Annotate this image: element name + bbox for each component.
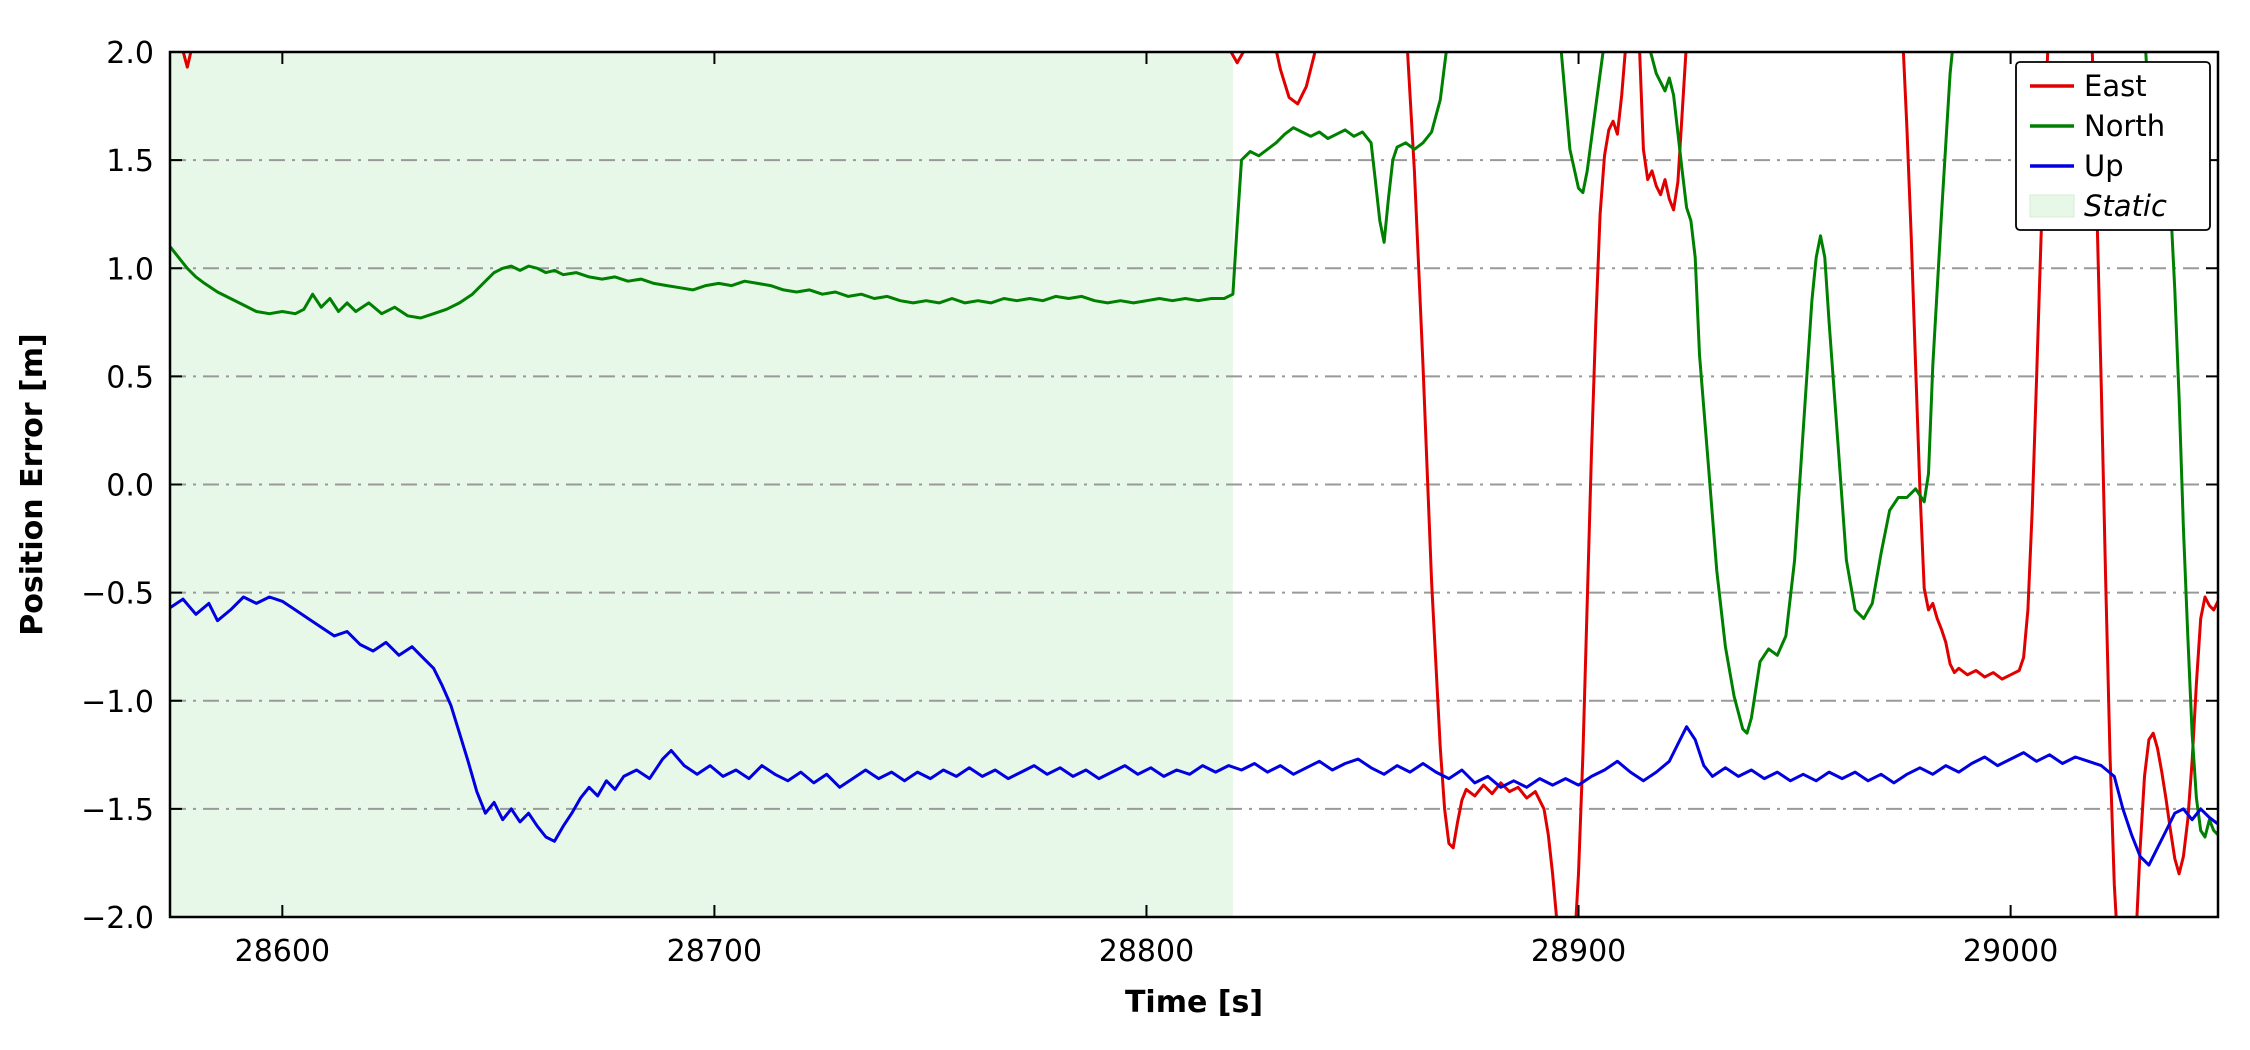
legend-label-static: Static [2084,189,2167,223]
legend-box [2015,61,2211,231]
legend-label-east: East [2084,69,2147,103]
series-east-line [181,52,2218,917]
x-tick-label: 28700 [667,934,762,969]
y-tick-label: 0.5 [106,360,154,395]
series-up-line [170,595,2218,867]
x-tick-label: 29000 [1963,934,2058,969]
y-axis-label: Position Error [m] [15,333,50,635]
legend-label-north: North [2084,109,2165,143]
y-tick-label: −1.5 [81,793,154,828]
y-tick-label: 0.0 [106,469,154,504]
x-axis-label: Time [s] [1125,985,1263,1020]
y-tick-label: −2.0 [81,901,154,936]
legend-swatch-static [2029,194,2075,218]
y-tick-label: 2.0 [106,36,154,71]
y-tick-label: 1.5 [106,144,154,179]
x-tick-label: 28600 [235,934,330,969]
series-group [170,52,2218,917]
x-tick-label: 28800 [1099,934,1194,969]
legend-label-up: Up [2084,149,2124,183]
y-tick-label: −0.5 [81,577,154,612]
series-north-line [170,52,2218,839]
x-tick-label: 28900 [1531,934,1626,969]
y-tick-label: −1.0 [81,685,154,720]
y-tick-label: 1.0 [106,252,154,287]
